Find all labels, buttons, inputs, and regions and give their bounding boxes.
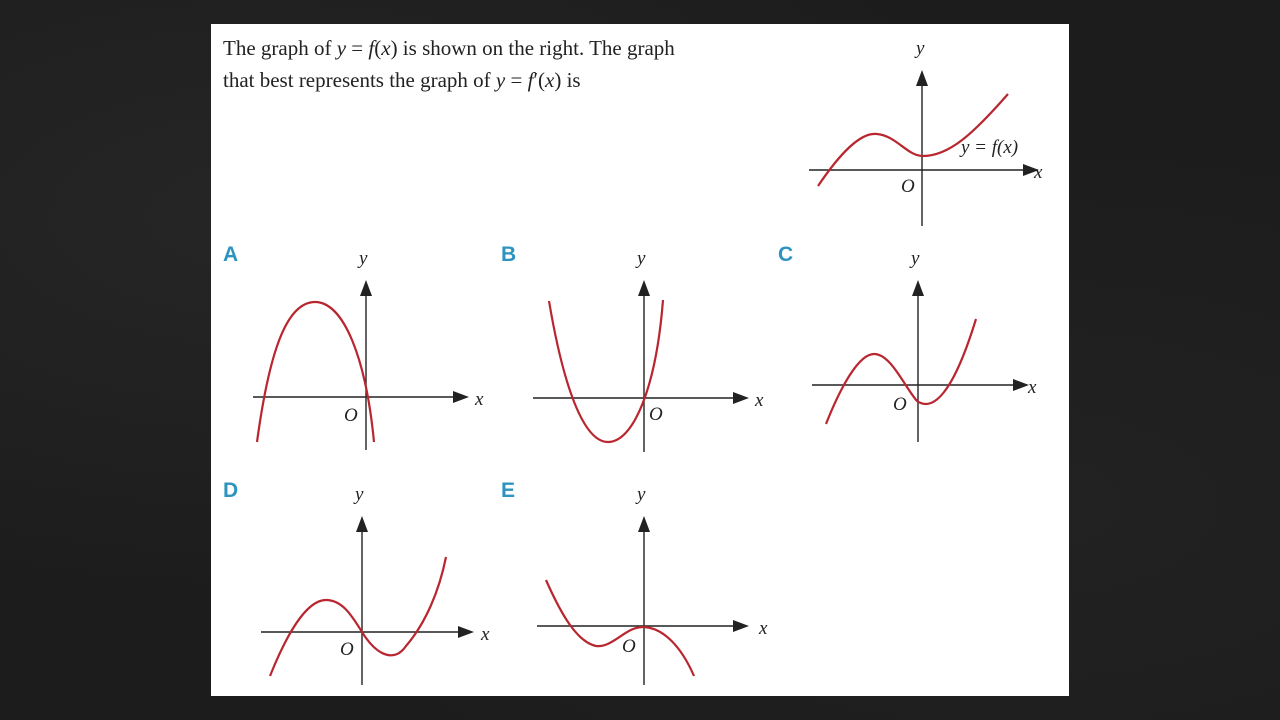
option-b-x-arrow (733, 392, 749, 404)
question-line-1: The graph of y = f(x) is shown on the ri… (223, 36, 675, 60)
option-e-origin-label: O (622, 636, 636, 657)
option-d-y-label: y (353, 484, 364, 505)
question-text: The graph of y = f(x) is shown on the ri… (223, 32, 783, 96)
option-d-x-label: x (480, 624, 490, 645)
option-a-label: A (223, 243, 238, 266)
option-d-x-arrow (458, 626, 474, 638)
main-x-arrow (1023, 164, 1039, 176)
option-a-y-arrow (360, 280, 372, 296)
option-c-y-label: y (909, 248, 920, 269)
question-line-2: that best represents the graph of y = f′… (223, 68, 581, 92)
option-e-y-label: y (635, 484, 646, 505)
option-c-curve (824, 318, 978, 425)
option-d-origin-label: O (340, 639, 354, 660)
option-a-graph[interactable]: A y x O (223, 243, 484, 450)
main-y-arrow (916, 70, 928, 86)
option-c-graph[interactable]: C y x O (778, 243, 1037, 442)
graphs-canvas: y x O y = f(x) A y x O B y x O (223, 38, 1043, 685)
option-e-y-arrow (638, 516, 650, 532)
option-d-label: D (223, 479, 238, 502)
option-a-x-label: x (474, 389, 484, 410)
option-e-x-arrow (733, 620, 749, 632)
option-e-label: E (501, 479, 515, 502)
option-d-curve (268, 556, 448, 677)
option-b-curve (547, 299, 665, 444)
option-c-x-label: x (1027, 377, 1037, 398)
main-curve (817, 93, 1009, 187)
main-x-label: x (1033, 162, 1043, 183)
option-c-y-arrow (912, 280, 924, 296)
option-d-y-arrow (356, 516, 368, 532)
option-a-curve (255, 300, 376, 443)
option-d-graph[interactable]: D y x O (223, 479, 490, 685)
option-e-graph[interactable]: E y x O (501, 479, 768, 685)
option-c-label: C (778, 243, 793, 266)
option-b-graph[interactable]: B y x O (501, 243, 764, 452)
option-c-x-arrow (1013, 379, 1029, 391)
option-b-y-arrow (638, 280, 650, 296)
question-card: The graph of y = f(x) is shown on the ri… (211, 24, 1069, 696)
option-c-origin-label: O (893, 394, 907, 415)
main-curve-label: y = f(x) (959, 137, 1018, 158)
option-b-y-label: y (635, 248, 646, 269)
option-a-y-label: y (357, 248, 368, 269)
option-a-x-arrow (453, 391, 469, 403)
main-y-label: y (914, 38, 925, 59)
option-a-origin-label: O (344, 405, 358, 426)
main-graph: y x O y = f(x) (809, 38, 1043, 226)
option-e-curve (544, 579, 696, 677)
option-b-x-label: x (754, 390, 764, 411)
main-origin-label: O (901, 176, 915, 197)
option-e-x-label: x (758, 618, 768, 639)
option-b-origin-label: O (649, 404, 663, 425)
option-b-label: B (501, 243, 516, 266)
